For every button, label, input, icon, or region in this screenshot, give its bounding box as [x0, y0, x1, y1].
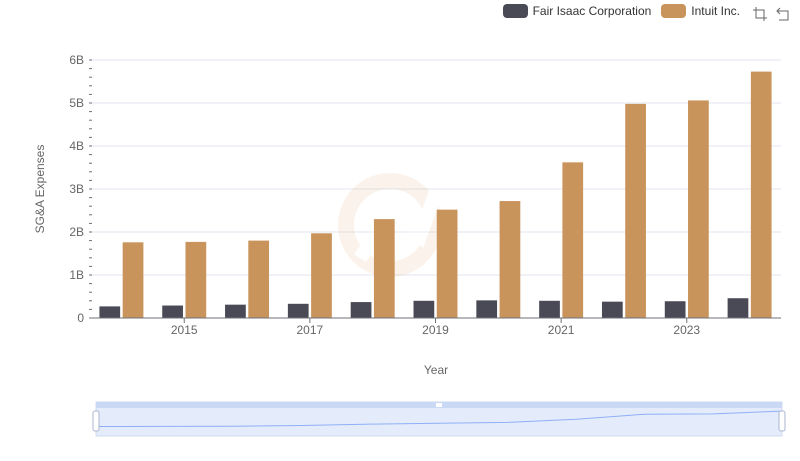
bar-intuit[interactable] [122, 242, 144, 318]
bar-intuit[interactable] [688, 100, 709, 318]
legend-label-intuit: Intuit Inc. [691, 4, 740, 18]
y-tick-label: 3B [69, 182, 84, 196]
y-tick-label: 2B [69, 225, 84, 239]
bar-fair-isaac[interactable] [350, 302, 372, 318]
x-tick-label: 2023 [673, 323, 700, 337]
x-axis: 2015 2017 2019 2021 2023 [171, 318, 700, 337]
bar-fair-isaac[interactable] [601, 301, 623, 318]
x-tick-label: 2019 [422, 323, 449, 337]
bar-fair-isaac[interactable] [476, 300, 498, 318]
bar-fair-isaac[interactable] [664, 301, 686, 318]
bar-intuit[interactable] [185, 241, 207, 318]
bar-intuit[interactable] [373, 219, 395, 318]
restore-icon[interactable] [776, 6, 792, 22]
x-tick-label: 2015 [171, 323, 198, 337]
legend-swatch-intuit [661, 4, 687, 18]
zoom-icon[interactable] [752, 6, 768, 22]
y-tick-label: 4B [69, 139, 84, 153]
bar-fair-isaac[interactable] [413, 300, 435, 318]
bar-intuit[interactable] [562, 162, 584, 318]
legend-item-fair-isaac[interactable]: Fair Isaac Corporation [502, 4, 652, 18]
toolbox [752, 6, 792, 22]
x-tick-label: 2017 [297, 323, 324, 337]
bar-intuit[interactable] [499, 201, 521, 318]
y-tick-label: 1B [69, 268, 84, 282]
grid [90, 59, 781, 276]
y-axis: 0 1B 2B 3B 4B 5B 6B [69, 53, 92, 325]
bar-intuit[interactable] [436, 209, 458, 318]
bar-intuit[interactable] [311, 233, 332, 318]
bars [99, 71, 772, 318]
bar-fair-isaac[interactable] [162, 305, 183, 318]
bar-fair-isaac[interactable] [539, 300, 560, 318]
bar-fair-isaac[interactable] [99, 306, 121, 318]
bar-intuit[interactable] [750, 71, 772, 318]
datazoom-grip-icon [436, 403, 442, 407]
legend-swatch-fair-isaac [502, 4, 528, 18]
bar-intuit[interactable] [248, 240, 270, 318]
y-axis-title: SG&A Expenses [33, 145, 47, 234]
y-tick-label: 0 [77, 311, 84, 325]
legend-item-intuit[interactable]: Intuit Inc. [661, 4, 740, 18]
datazoom-preview-line [95, 410, 783, 427]
legend-label-fair-isaac: Fair Isaac Corporation [532, 4, 652, 18]
legend: Fair Isaac Corporation Intuit Inc. [502, 4, 740, 18]
datazoom-handle-left[interactable] [92, 410, 100, 432]
y-tick-label: 6B [69, 53, 84, 67]
x-axis-title: Year [424, 363, 448, 377]
bar-intuit[interactable] [625, 103, 646, 318]
bar-fair-isaac[interactable] [727, 298, 749, 318]
x-tick-label: 2021 [548, 323, 575, 337]
datazoom-slider[interactable] [92, 401, 786, 437]
datazoom-handle-right[interactable] [778, 410, 786, 432]
bar-fair-isaac[interactable] [287, 303, 309, 318]
y-tick-label: 5B [69, 96, 84, 110]
bar-fair-isaac[interactable] [225, 304, 246, 318]
